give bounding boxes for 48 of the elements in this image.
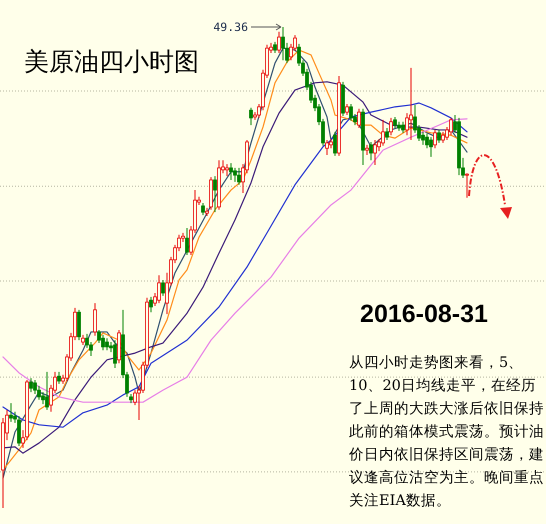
candlestick	[113, 340, 117, 369]
candlestick	[333, 131, 337, 156]
candlestick	[365, 144, 369, 156]
candlestick	[201, 202, 205, 216]
candlestick	[349, 103, 353, 122]
candlestick	[357, 108, 361, 129]
candlestick	[225, 164, 229, 177]
candlestick	[249, 107, 253, 126]
candlestick	[29, 378, 33, 393]
candlestick	[325, 140, 329, 156]
candlestick	[101, 334, 105, 351]
candlestick	[429, 136, 433, 158]
candlestick	[237, 167, 241, 186]
candlestick	[161, 280, 165, 296]
candlestick	[233, 167, 237, 182]
candlestick	[105, 338, 109, 351]
candlestick	[369, 141, 373, 161]
candlestick	[433, 129, 437, 149]
candlestick	[17, 416, 21, 446]
candlestick	[57, 371, 61, 384]
candlestick	[401, 121, 405, 134]
candlestick	[465, 172, 469, 198]
text: 2016-08-31	[360, 300, 488, 328]
candlestick	[213, 176, 217, 213]
candlestick	[437, 129, 441, 144]
candlestick	[397, 121, 401, 132]
candlestick	[441, 131, 445, 144]
candlestick	[449, 117, 453, 136]
candlestick	[45, 371, 49, 410]
candlestick	[277, 31, 281, 54]
candlestick	[345, 103, 349, 116]
candlestick	[81, 334, 85, 346]
candlestick	[393, 116, 397, 129]
candlestick	[385, 128, 389, 141]
candlestick	[149, 296, 153, 313]
candlestick	[281, 26, 285, 61]
candlestick	[229, 162, 233, 180]
candlestick	[185, 228, 189, 256]
candlestick	[273, 41, 277, 54]
candlestick	[157, 274, 161, 304]
candlestick	[373, 140, 377, 166]
text: 美原油四小时图	[24, 47, 199, 76]
candlestick	[389, 117, 393, 136]
candlestick	[93, 302, 97, 336]
annotation: 从四小时走势图来看，5、10、20日均线走平，在经历了上周的大跌大涨后依旧保持此前的箱体模式震荡。预计油价日内依旧保持区间震荡，建议逢高位沽空为主。晚间重点关注EIA数据。	[349, 354, 545, 511]
annotation: 49.36	[213, 20, 248, 34]
candlestick	[409, 67, 413, 141]
candlestick	[9, 402, 13, 422]
